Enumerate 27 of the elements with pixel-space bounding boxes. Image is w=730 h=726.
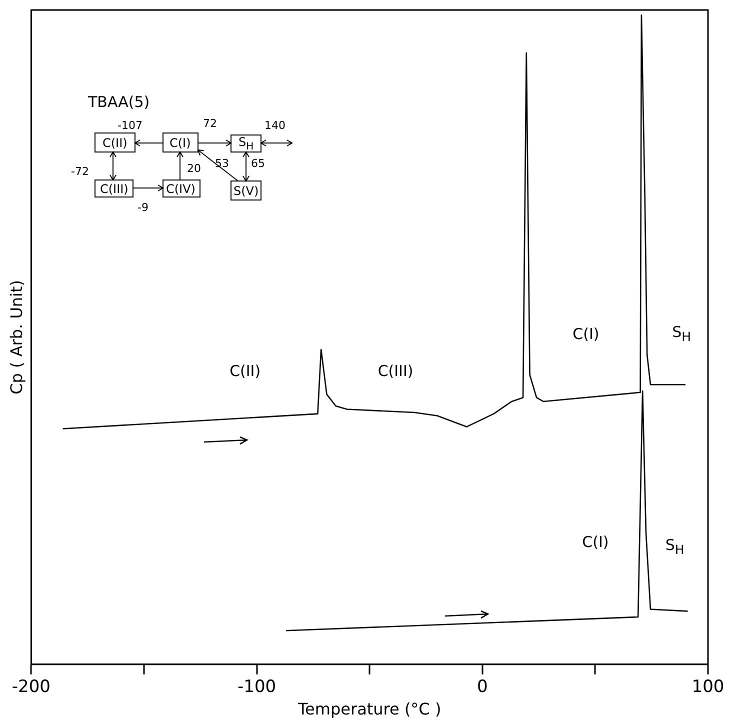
y-axis-title: Cp ( Arb. Unit) [6,280,26,394]
annotation: 140 [264,118,286,132]
x-tick-label: 0 [476,677,488,698]
annotation: C(IV) [166,182,196,196]
x-tick-label: -100 [238,677,276,698]
annotation: -72 [71,164,89,178]
annotation: C(I) [582,533,609,552]
annotation: -107 [118,118,142,132]
annotation: C(II) [102,136,128,150]
annotation: C(I) [572,325,600,344]
annotation: C(I) [170,136,191,150]
annotation: C(II) [230,362,261,380]
x-tick-label: 100 [692,677,724,698]
annotation: 53 [215,156,229,170]
annotation: C(III) [378,362,414,380]
annotation: 20 [187,162,201,174]
annotation: S$_{H}$ [238,135,254,152]
annotation: TBAA(5) [88,93,150,111]
annotation: S$_{H}$ [665,536,684,557]
annotation: 72 [203,116,217,130]
annotation: S(V) [234,184,259,198]
annotation: 65 [251,156,265,170]
annotation: C(III) [100,182,128,196]
annotation: S$_{H}$ [672,323,692,344]
x-tick-label: -200 [12,677,50,698]
annotation: -9 [138,200,148,214]
x-axis-title: Temperature (°C ) [297,700,442,719]
